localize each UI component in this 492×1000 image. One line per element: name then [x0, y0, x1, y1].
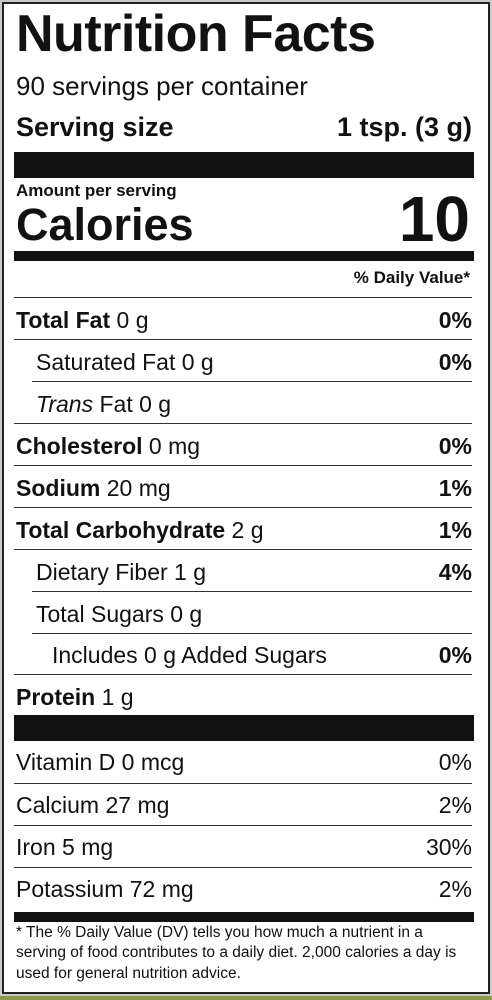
divider-line	[14, 339, 472, 340]
nutrient-name: Protein	[16, 683, 96, 710]
nutrient-amount: 1 g	[101, 683, 134, 710]
label-title: Nutrition Facts	[16, 5, 376, 63]
divider-line	[32, 591, 472, 592]
serving-size-value: 1 tsp. (3 g)	[336, 112, 472, 142]
nutrient-dv: 4%	[438, 558, 472, 585]
divider-line	[14, 825, 472, 826]
nutrient-dv: 0%	[438, 641, 472, 668]
vitamin-dv: 0%	[438, 748, 472, 775]
nutrient-row-dietary-fiber: Dietary Fiber 1 g 4%	[16, 551, 472, 593]
vitamin-row-vitamin-d: Vitamin D 0 mcg 0%	[16, 741, 472, 783]
nutrient-amount: 0 g	[170, 600, 203, 627]
nutrient-amount: 0 g	[139, 390, 172, 417]
divider-line	[14, 465, 472, 466]
nutrient-dv: 1%	[438, 516, 472, 543]
divider-line	[14, 297, 472, 298]
divider-line	[14, 549, 472, 550]
divider-line	[32, 381, 472, 382]
medium-divider	[14, 251, 474, 261]
nutrient-dv: 1%	[438, 474, 472, 501]
vitamin-amount: 72 mg	[129, 875, 194, 902]
nutrient-row-total-fat: Total Fat 0 g 0%	[16, 299, 472, 341]
vitamin-row-calcium: Calcium 27 mg 2%	[16, 784, 472, 826]
nutrient-name: Total Fat	[16, 306, 111, 333]
servings-per-container: 90 servings per container	[16, 71, 308, 101]
divider-line	[14, 423, 472, 424]
vitamin-name: Iron	[16, 833, 56, 860]
serving-size-label: Serving size	[16, 112, 174, 142]
divider-line	[14, 867, 472, 868]
nutrient-row-trans-fat: Trans Fat 0 g	[16, 383, 472, 425]
daily-value-footnote: * The % Daily Value (DV) tells you how m…	[16, 924, 457, 982]
vitamin-row-potassium: Potassium 72 mg 2%	[16, 868, 472, 910]
vitamin-row-iron: Iron 5 mg 30%	[16, 826, 472, 868]
nutrient-row-total-carbohydrate: Total Carbohydrate 2 g 1%	[16, 509, 472, 551]
nutrient-name: Sodium	[16, 474, 101, 501]
divider-line	[14, 674, 472, 675]
nutrient-name: Cholesterol	[16, 432, 143, 459]
nutrient-row-protein: Protein 1 g	[16, 676, 472, 718]
nutrient-amount: 0 mg	[148, 432, 201, 459]
footnote-divider	[14, 912, 474, 922]
divider-line	[32, 633, 472, 634]
nutrient-amount: 20 mg	[106, 474, 171, 501]
nutrient-dv: 0%	[438, 306, 472, 333]
daily-value-header: % Daily Value*	[353, 268, 470, 287]
vitamin-amount: 0 mcg	[121, 748, 185, 775]
nutrient-name: Includes 0 g Added Sugars	[52, 641, 327, 668]
vitamin-name: Vitamin D	[16, 748, 116, 775]
vitamin-dv: 30%	[425, 833, 472, 860]
nutrient-name: Saturated Fat	[36, 348, 176, 375]
serving-size-row: Serving size 1 tsp. (3 g)	[16, 114, 472, 141]
vitamin-name: Potassium	[16, 875, 124, 902]
background-strip	[0, 996, 492, 1000]
nutrient-amount: 2 g	[231, 516, 264, 543]
nutrient-row-total-sugars: Total Sugars 0 g	[16, 593, 472, 635]
nutrient-name: Total Sugars	[36, 600, 164, 627]
vitamin-amount: 5 mg	[62, 833, 114, 860]
nutrient-row-sodium: Sodium 20 mg 1%	[16, 467, 472, 509]
vitamin-amount: 27 mg	[105, 791, 170, 818]
nutrient-name: Fat	[99, 390, 133, 417]
nutrient-row-saturated-fat: Saturated Fat 0 g 0%	[16, 341, 472, 383]
vitamins-divider	[14, 715, 474, 741]
vitamin-name: Calcium	[16, 791, 100, 818]
thick-divider	[14, 152, 474, 178]
amount-per-serving: Amount per serving	[16, 181, 177, 200]
calories-label: Calories	[16, 199, 194, 250]
nutrient-dv: 0%	[438, 348, 472, 375]
nutrient-row-cholesterol: Cholesterol 0 mg 0%	[16, 425, 472, 467]
nutrient-amount: 0 g	[116, 306, 149, 333]
nutrient-name: Total Carbohydrate	[16, 516, 226, 543]
nutrient-name-italic: Trans	[36, 390, 94, 417]
nutrient-amount: 1 g	[174, 558, 207, 585]
vitamin-dv: 2%	[438, 875, 472, 902]
calories-value: 10	[398, 183, 470, 255]
divider-line	[14, 507, 472, 508]
vitamin-dv: 2%	[438, 791, 472, 818]
divider-line	[14, 783, 472, 784]
nutrient-name: Dietary Fiber	[36, 558, 168, 585]
nutrient-amount: 0 g	[181, 348, 214, 375]
nutrient-dv: 0%	[438, 432, 472, 459]
nutrient-row-added-sugars: Includes 0 g Added Sugars 0%	[16, 634, 472, 676]
